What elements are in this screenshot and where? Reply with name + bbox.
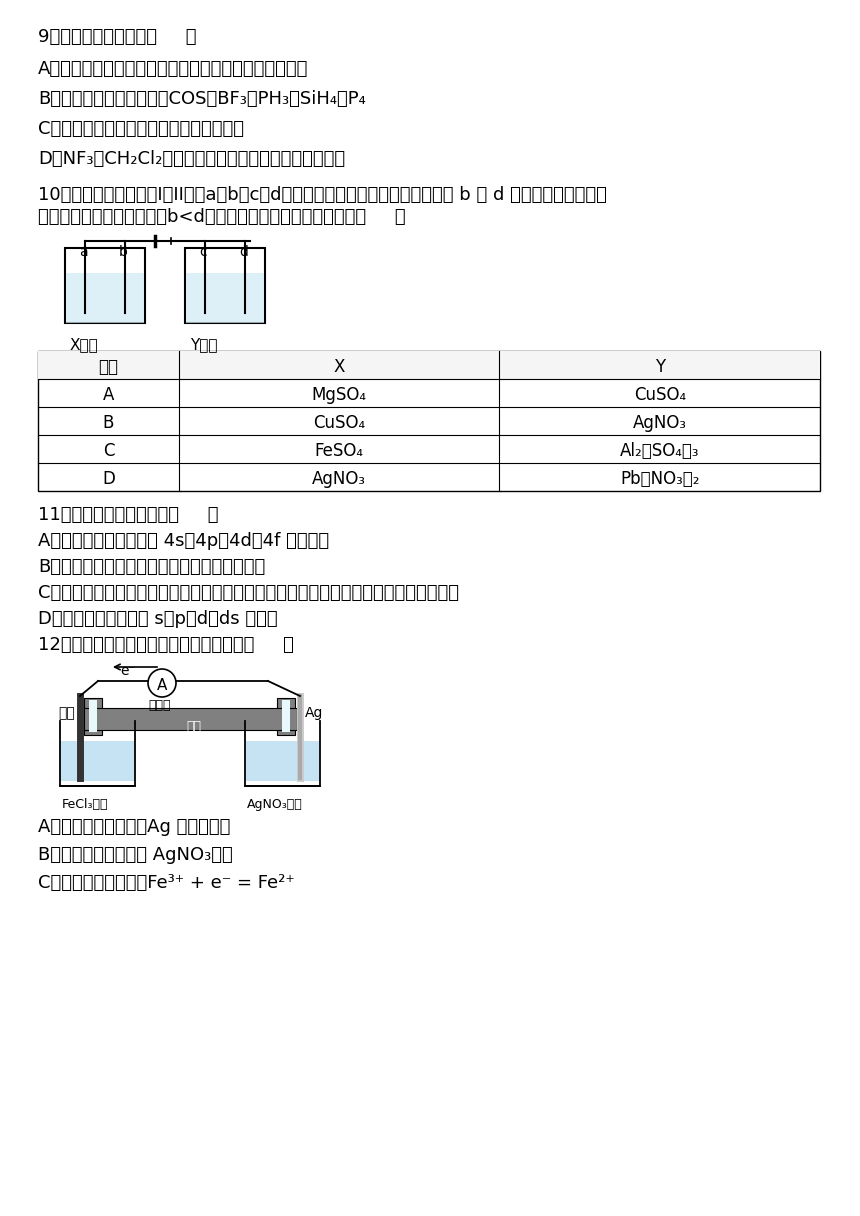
- Text: Al₂（SO₄）₃: Al₂（SO₄）₃: [620, 441, 699, 460]
- Bar: [38, 351, 820, 491]
- Text: B．现代化学中，常利用光谱分析法来鉴定元素: B．现代化学中，常利用光谱分析法来鉴定元素: [38, 558, 265, 576]
- Bar: [185, 248, 265, 323]
- Text: A．石墨电极为正极，Ag 电极为负极: A．石墨电极为正极，Ag 电极为负极: [38, 818, 230, 837]
- Text: C．焰色反应与电子跃迁有关，是化学变化: C．焰色反应与电子跃迁有关，是化学变化: [38, 120, 244, 137]
- Text: Y溶液: Y溶液: [190, 337, 218, 351]
- Text: C: C: [102, 441, 114, 460]
- Bar: [38, 351, 820, 379]
- Text: b: b: [119, 244, 128, 259]
- Text: 电流表: 电流表: [149, 699, 171, 713]
- Text: D．元素周期表共分为 s、p、d、ds 四个区: D．元素周期表共分为 s、p、d、ds 四个区: [38, 610, 278, 627]
- Bar: [65, 248, 145, 323]
- Text: Y: Y: [654, 358, 665, 376]
- Text: 盐桥: 盐桥: [187, 720, 201, 733]
- Text: C．电子云是处于一定空间运动状态的电子在原子核外空间的概率密度分布的形象化描述: C．电子云是处于一定空间运动状态的电子在原子核外空间的概率密度分布的形象化描述: [38, 584, 459, 602]
- Bar: [282, 700, 290, 732]
- Text: D: D: [102, 471, 115, 488]
- Text: 12．根据下图，判断下列说法中错误的是（     ）: 12．根据下图，判断下列说法中错误的是（ ）: [38, 636, 294, 654]
- Text: FeSO₄: FeSO₄: [315, 441, 364, 460]
- Text: C．负极电极反应式：Fe³⁺ + e⁻ = Fe²⁺: C．负极电极反应式：Fe³⁺ + e⁻ = Fe²⁺: [38, 874, 295, 893]
- Text: X溶液: X溶液: [70, 337, 99, 351]
- Bar: [246, 741, 319, 781]
- Text: 10．如图所示的电解池I和II中，a、b、c、d均为石墨电极。在电解过程中，电极 b 和 d 上没有气体逸出，但: 10．如图所示的电解池I和II中，a、b、c、d均为石墨电极。在电解过程中，电极…: [38, 186, 607, 204]
- Text: AgNO₃溶液: AgNO₃溶液: [247, 798, 303, 811]
- Text: A．硝酸银溶液中加入氨水先产生沉淀，后沉淀溶解消失: A．硝酸银溶液中加入氨水先产生沉淀，后沉淀溶解消失: [38, 60, 309, 78]
- Text: 9．下列叙述正确的是（     ）: 9．下列叙述正确的是（ ）: [38, 28, 196, 46]
- Bar: [66, 274, 144, 323]
- Text: Pb（NO₃）₂: Pb（NO₃）₂: [620, 471, 699, 488]
- Bar: [277, 698, 295, 734]
- Bar: [84, 708, 297, 730]
- Text: 质量均增大，且增重情况为b<d，符合上述实验结果的盐溶液是（     ）: 质量均增大，且增重情况为b<d，符合上述实验结果的盐溶液是（ ）: [38, 208, 406, 226]
- Text: e⁻: e⁻: [120, 664, 136, 679]
- Bar: [61, 741, 134, 781]
- Text: AgNO₃: AgNO₃: [633, 413, 686, 432]
- Text: A．原子中的第四能层有 4s、4p、4d、4f 四个能级: A．原子中的第四能层有 4s、4p、4d、4f 四个能级: [38, 533, 329, 550]
- Bar: [89, 700, 97, 732]
- Text: X: X: [334, 358, 345, 376]
- Text: A: A: [157, 677, 167, 692]
- Text: Ag: Ag: [305, 706, 323, 720]
- Text: CuSO₄: CuSO₄: [313, 413, 365, 432]
- Text: B．分子键角由大到小为：COS＞BF₃＞PH₃＞SiH₄＞P₄: B．分子键角由大到小为：COS＞BF₃＞PH₃＞SiH₄＞P₄: [38, 90, 366, 108]
- Text: 11．下列说法不正确的是（     ）: 11．下列说法不正确的是（ ）: [38, 506, 218, 524]
- Bar: [186, 274, 264, 323]
- Bar: [84, 698, 102, 734]
- Text: B．盐桥中阴离子移向 AgNO₃溶液: B．盐桥中阴离子移向 AgNO₃溶液: [38, 846, 233, 865]
- Text: a: a: [79, 244, 88, 259]
- Text: A: A: [102, 385, 114, 404]
- Text: d: d: [239, 244, 248, 259]
- Text: D．NF₃和CH₂Cl₂是中心原子杂化类型不相同的极性分子: D．NF₃和CH₂Cl₂是中心原子杂化类型不相同的极性分子: [38, 150, 345, 168]
- Text: MgSO₄: MgSO₄: [311, 385, 366, 404]
- Text: AgNO₃: AgNO₃: [312, 471, 366, 488]
- Text: B: B: [102, 413, 114, 432]
- Text: c: c: [199, 244, 206, 259]
- Text: CuSO₄: CuSO₄: [634, 385, 685, 404]
- Text: FeCl₃溶液: FeCl₃溶液: [62, 798, 108, 811]
- Text: 石墨: 石墨: [58, 706, 75, 720]
- Text: 选项: 选项: [98, 358, 119, 376]
